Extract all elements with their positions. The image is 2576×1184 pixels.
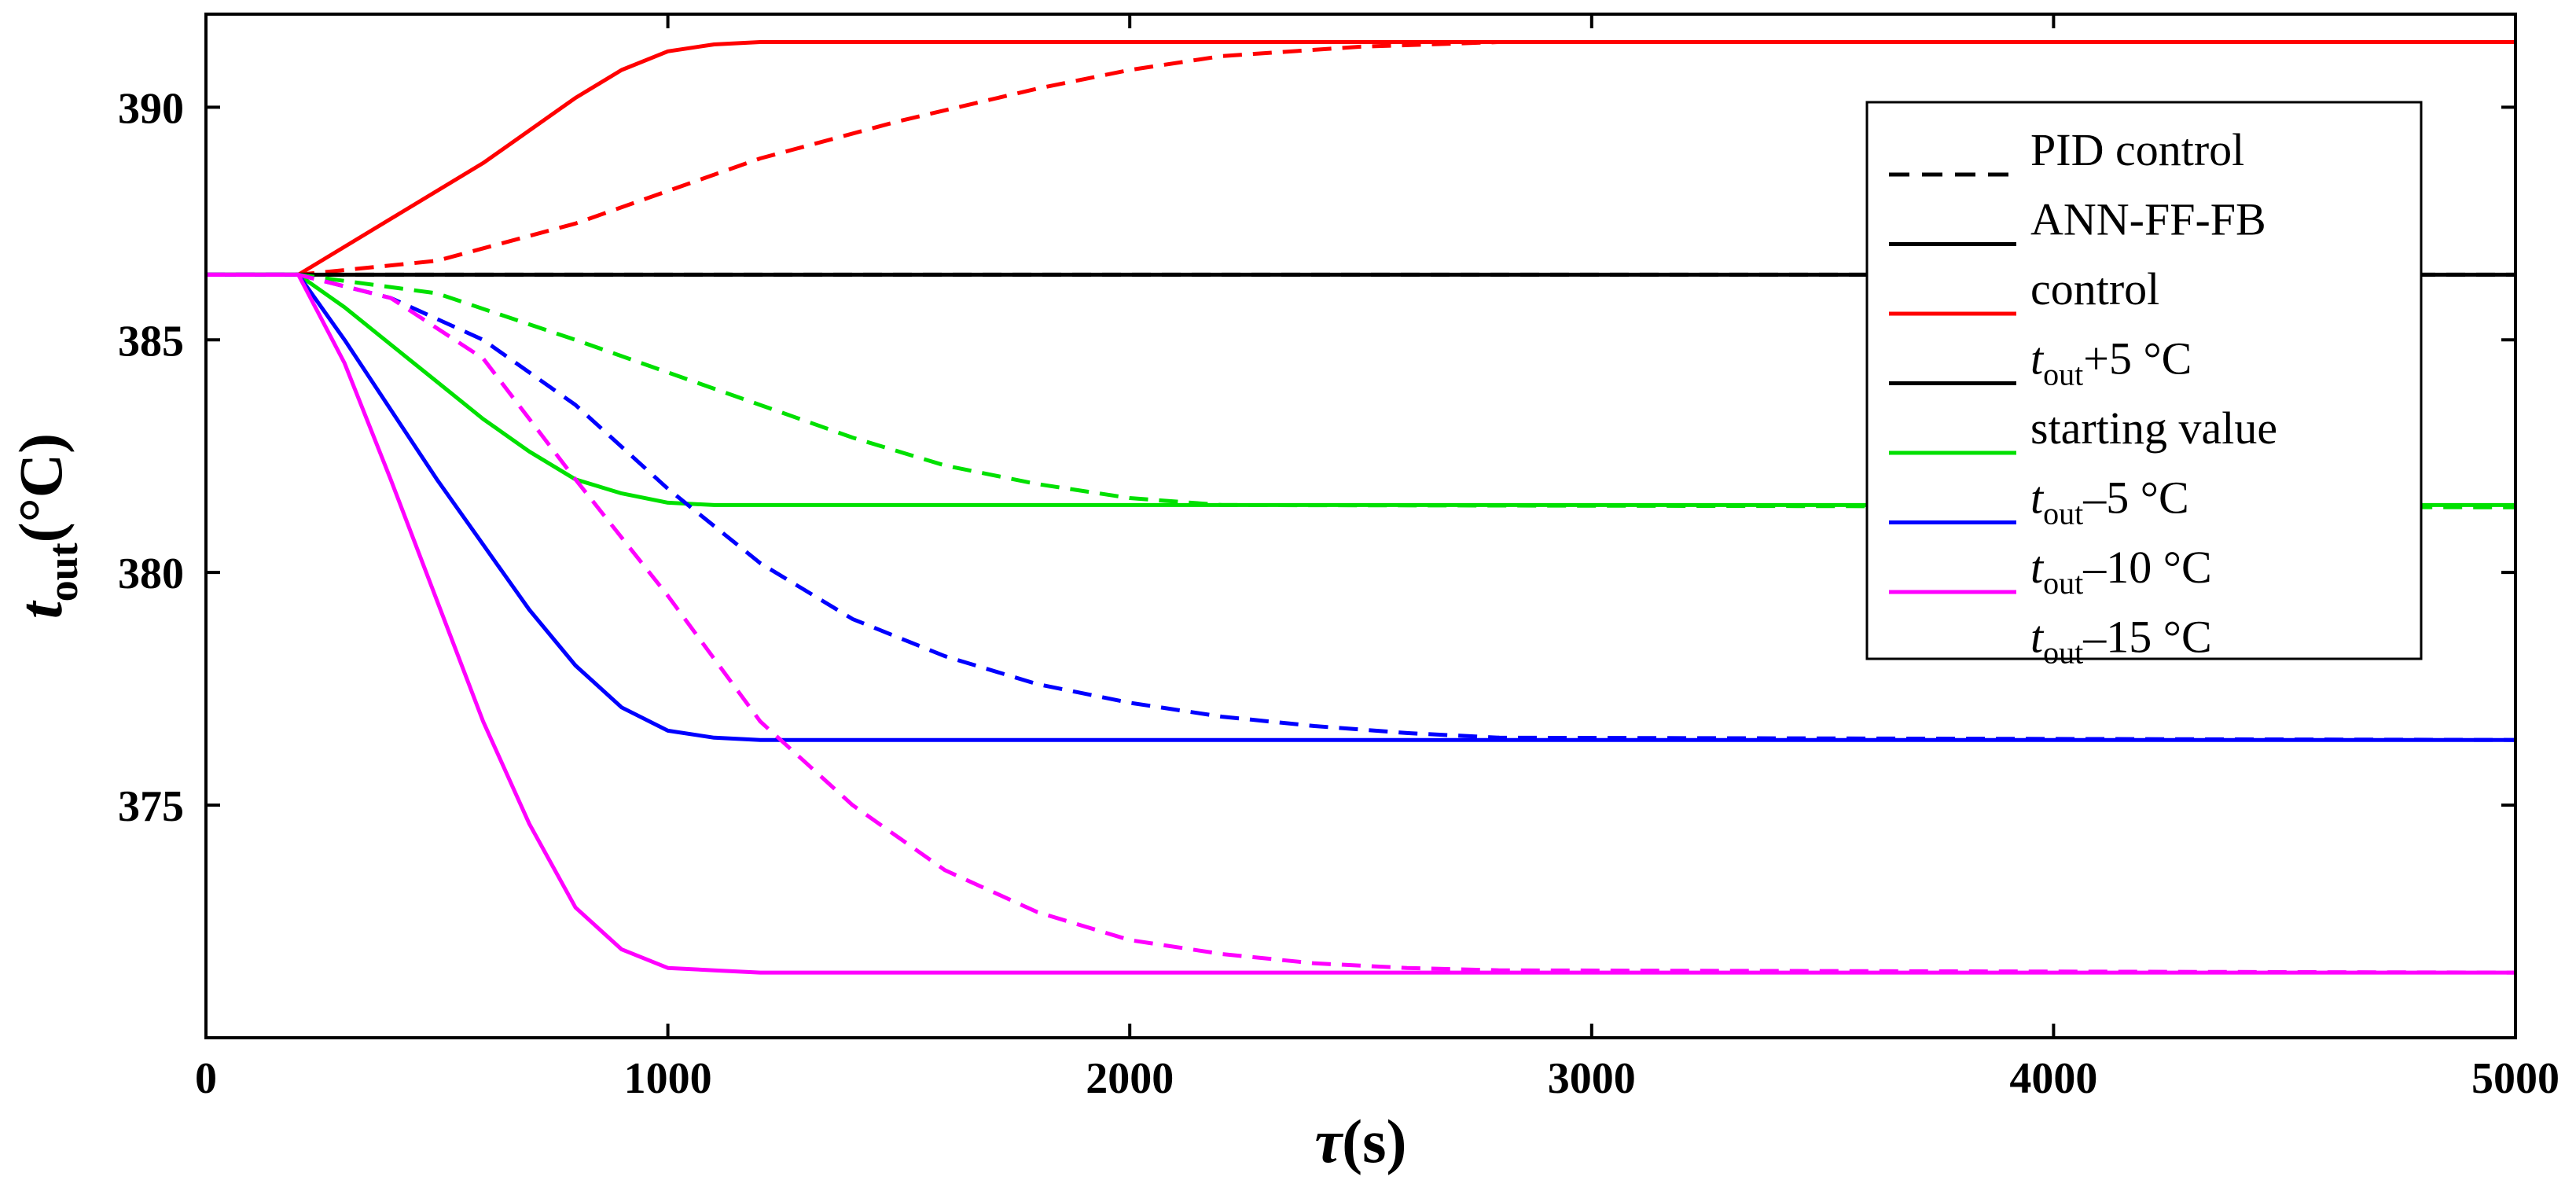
plot-frame xyxy=(204,13,2517,1039)
x-tick-label: 4000 xyxy=(2009,1054,2097,1103)
legend-label: starting value xyxy=(2030,403,2277,454)
tick-layer: 0 1000 2000 3000 4000 5000 375 380 385 390 xyxy=(118,14,2559,1103)
legend-label: ANN-FF-FB xyxy=(2030,194,2266,245)
legend-label: tout+5 °C xyxy=(2030,333,2192,392)
series-line-1 xyxy=(206,40,2515,277)
series-line-6 xyxy=(206,272,2515,742)
y-tick-label: 375 xyxy=(118,782,184,831)
x-tick-label: 5000 xyxy=(2471,1054,2559,1103)
x-tick-label: 2000 xyxy=(1086,1054,1174,1103)
y-axis-title: tout(°C) xyxy=(6,433,86,619)
x-tick-label: 0 xyxy=(195,1054,217,1103)
legend-label: tout–10 °C xyxy=(2030,542,2212,601)
series-line-0 xyxy=(206,40,2515,277)
legend-box xyxy=(1865,101,2423,660)
legend-label: tout–5 °C xyxy=(2030,472,2189,531)
y-tick-label: 385 xyxy=(118,317,184,366)
legend-label: tout–15 °C xyxy=(2030,612,2212,671)
series-line-4 xyxy=(206,272,2515,507)
y-tick-label: 390 xyxy=(118,84,184,133)
x-axis-title: τ(s) xyxy=(1315,1107,1407,1175)
series-line-5 xyxy=(206,272,2516,509)
legend-label: PID control xyxy=(2030,124,2244,175)
x-tick-label: 1000 xyxy=(624,1054,712,1103)
axis-titles: τ(s) tout(°C) xyxy=(6,433,1406,1175)
legend: PID control ANN-FF-FB control tout+5 °C star… xyxy=(1865,101,2423,671)
series-line-9 xyxy=(206,272,2516,975)
y-tick-label: 380 xyxy=(118,550,184,598)
x-tick-label: 3000 xyxy=(1548,1054,1636,1103)
series-line-8 xyxy=(206,272,2515,975)
legend-label: control xyxy=(2030,263,2159,314)
